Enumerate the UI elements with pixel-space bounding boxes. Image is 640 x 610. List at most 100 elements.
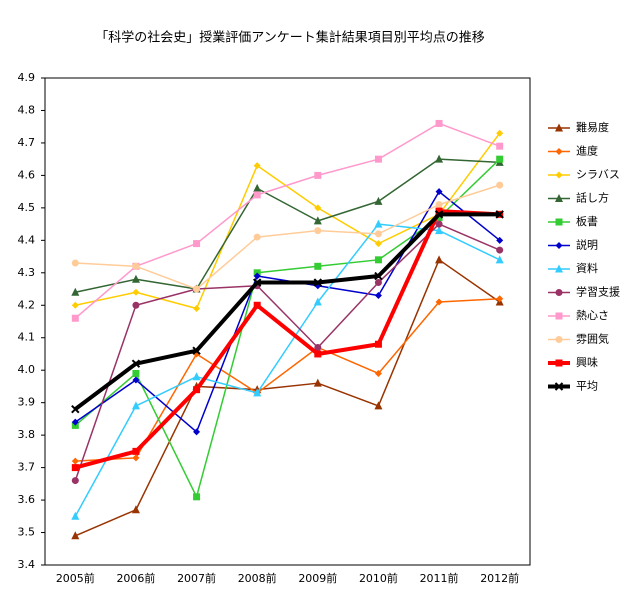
- legend-label: シラバス: [576, 168, 620, 181]
- data-point: [253, 162, 261, 170]
- data-point: [314, 227, 322, 235]
- y-tick-label: 3.8: [18, 428, 36, 441]
- data-point: [71, 314, 79, 322]
- legend-label: 難易度: [576, 120, 609, 134]
- series-line: [74, 122, 500, 319]
- data-point: [435, 207, 443, 215]
- plot-frame: [44, 77, 531, 566]
- data-point: [435, 220, 443, 228]
- legend-marker: [555, 312, 563, 320]
- data-point: [374, 292, 382, 300]
- data-point: [496, 142, 504, 150]
- data-point: [132, 288, 140, 296]
- x-tick-label: 2007前: [177, 571, 216, 585]
- legend-marker: [555, 359, 563, 367]
- y-tick-label: 4.7: [18, 136, 36, 149]
- chart-title: 「科学の社会史」授業評価アンケート集計結果項目別平均点の推移: [95, 30, 484, 46]
- data-point: [374, 155, 382, 163]
- data-point: [496, 295, 504, 303]
- legend-label: 資料: [576, 261, 598, 275]
- data-point: [132, 376, 140, 384]
- legend-label: 板書: [576, 214, 598, 228]
- data-point: [71, 301, 79, 309]
- data-point: [435, 226, 444, 235]
- legend-label: 説明: [576, 238, 598, 252]
- legend-label: 平均: [576, 380, 598, 393]
- series-line: [74, 209, 500, 470]
- data-point: [496, 246, 504, 254]
- data-point: [313, 378, 322, 387]
- x-tick-label: 2009前: [298, 571, 337, 585]
- legend-label: 学習支援: [576, 285, 620, 299]
- y-tick-label: 4.3: [18, 266, 36, 279]
- series-line: [74, 212, 500, 411]
- y-tick-label: 3.6: [18, 493, 36, 506]
- y-tick-label: 3.7: [18, 461, 36, 474]
- y-tick-label: 3.9: [18, 396, 36, 409]
- data-point: [192, 372, 201, 381]
- legend-label: 話し方: [576, 191, 609, 205]
- legend-marker: [555, 264, 563, 273]
- data-point: [313, 216, 322, 225]
- data-point: [131, 505, 140, 514]
- y-tick-label: 3.5: [18, 526, 36, 539]
- data-point: [71, 511, 80, 520]
- data-point: [193, 240, 201, 248]
- y-tick-label: 4.1: [18, 331, 36, 344]
- data-point: [253, 301, 261, 309]
- y-tick-label: 3.4: [18, 558, 36, 571]
- y-tick-label: 4.4: [18, 233, 36, 246]
- data-point: [71, 418, 79, 426]
- data-point: [434, 210, 444, 219]
- legend-marker: [555, 123, 563, 132]
- data-point: [132, 301, 140, 309]
- data-point: [374, 240, 382, 248]
- data-point: [374, 401, 383, 410]
- x-tick-label: 2011前: [420, 571, 459, 585]
- data-point: [374, 369, 382, 377]
- legend-marker: [555, 218, 563, 226]
- data-point: [435, 188, 443, 196]
- legend-marker: [555, 194, 563, 202]
- data-point: [193, 386, 201, 394]
- data-point: [193, 285, 201, 293]
- data-point: [435, 298, 443, 306]
- data-point: [314, 204, 322, 212]
- y-tick-label: 4.5: [18, 201, 36, 214]
- series-line: [75, 158, 500, 294]
- data-point: [313, 278, 323, 287]
- legend-label: 興味: [576, 356, 598, 369]
- legend-marker: [555, 289, 563, 296]
- data-point: [193, 305, 201, 313]
- legend-label: 進度: [576, 144, 598, 158]
- legend-marker: [555, 171, 563, 179]
- data-point: [253, 233, 261, 241]
- data-point: [374, 196, 383, 205]
- legend-marker: [554, 382, 564, 391]
- data-point: [435, 119, 443, 127]
- legend-marker: [555, 336, 563, 343]
- legend-label: 雰囲気: [576, 332, 609, 346]
- data-point: [132, 454, 140, 462]
- x-tick-label: 2008前: [238, 571, 277, 585]
- data-point: [71, 477, 79, 485]
- data-point: [496, 155, 504, 163]
- x-tick-label: 2006前: [116, 571, 155, 585]
- x-tick-label: 2010前: [359, 571, 398, 585]
- data-point: [435, 201, 443, 209]
- data-point: [314, 171, 322, 179]
- data-point: [71, 404, 80, 414]
- legend-marker: [555, 148, 563, 155]
- data-point: [253, 272, 261, 280]
- data-point: [193, 493, 201, 501]
- x-tick-label: 2005前: [56, 571, 95, 585]
- data-point: [253, 388, 262, 397]
- data-point: [314, 350, 322, 358]
- data-point: [193, 428, 201, 436]
- data-point: [71, 287, 80, 296]
- data-point: [496, 181, 504, 189]
- data-point: [374, 219, 383, 228]
- data-point: [71, 531, 80, 540]
- data-point: [496, 129, 504, 137]
